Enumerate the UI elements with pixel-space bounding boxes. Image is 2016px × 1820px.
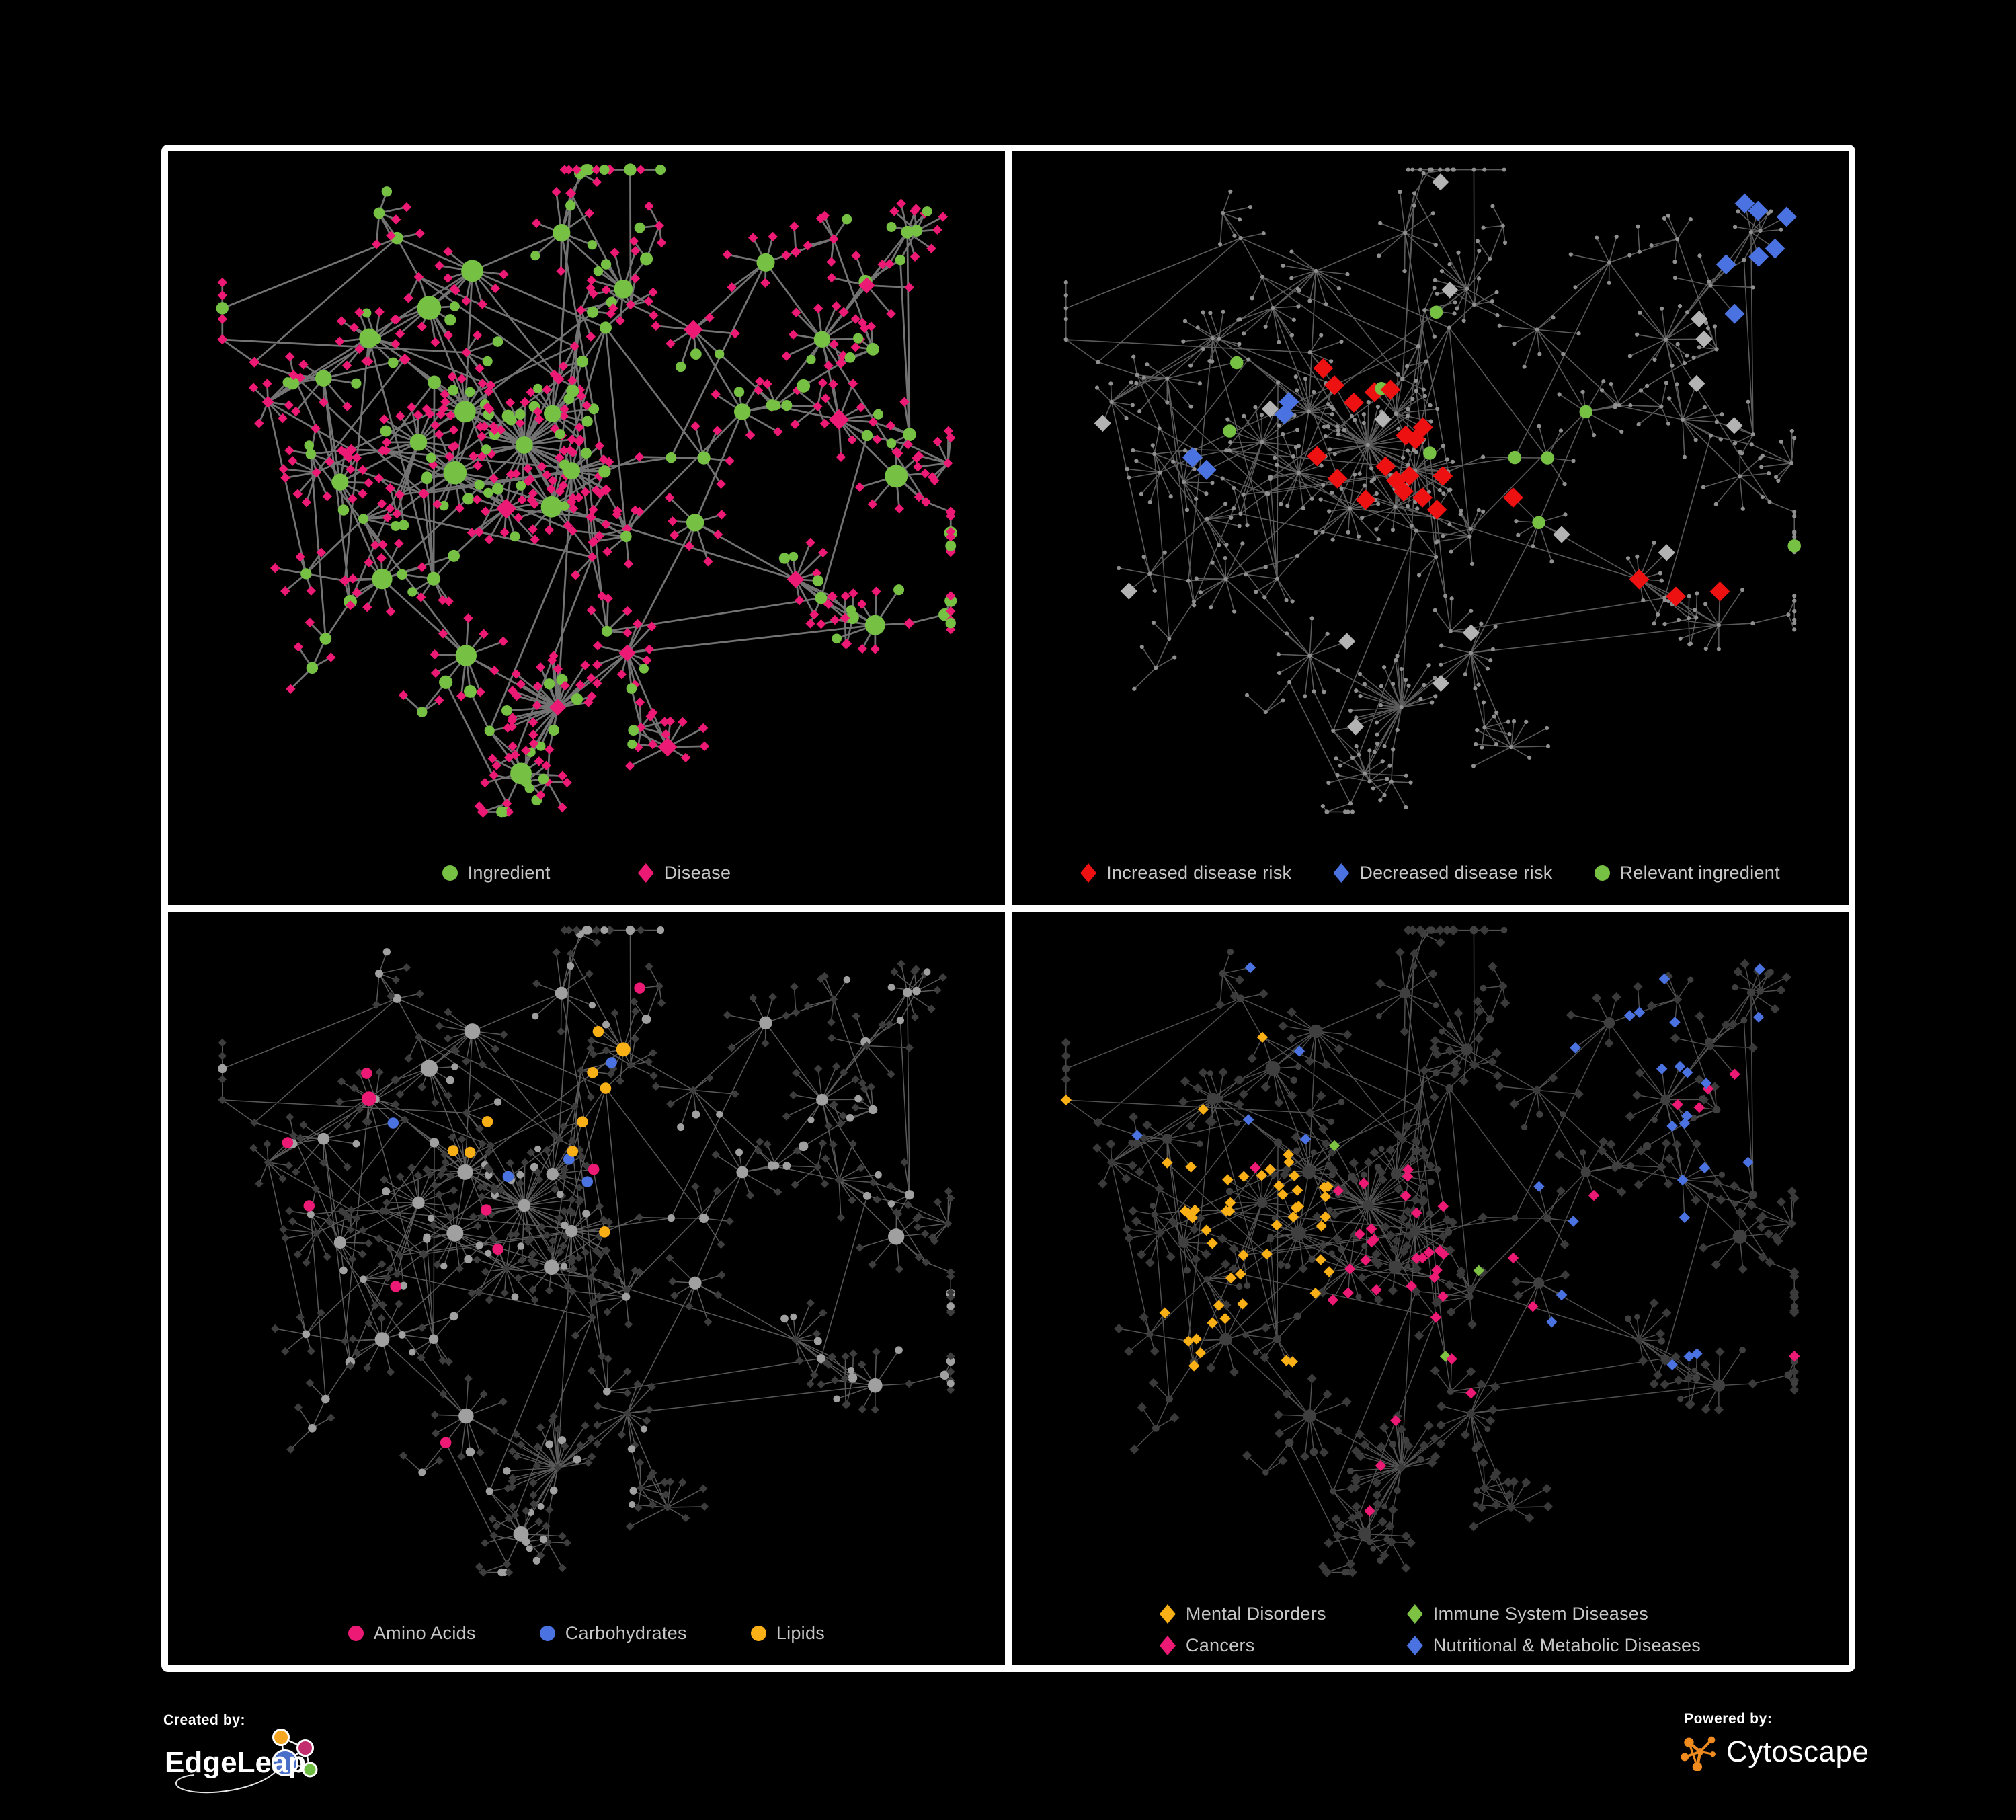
cytoscape-wordmark: Cytoscape [1726, 1735, 1869, 1768]
circle-marker [539, 1626, 555, 1641]
circle-marker [442, 865, 458, 881]
diamond-marker [1159, 1636, 1176, 1655]
circle-marker [348, 1626, 364, 1641]
legend-item-lipids: Lipids [750, 1623, 825, 1644]
legend-label: Relevant ingredient [1619, 863, 1780, 883]
diamond-marker [1080, 863, 1097, 883]
legend-disease-categories: Mental Disorders Immune System Diseases Ca… [1159, 1604, 1701, 1656]
legend-item-carbohydrates: Carbohydrates [539, 1623, 687, 1644]
network-graph-ingredient-disease [216, 163, 957, 818]
legend-ingredient-disease: Ingredient Disease [168, 863, 1005, 883]
legend-label: Mental Disorders [1185, 1604, 1326, 1624]
diamond-marker [1333, 863, 1350, 883]
legend-item-disease: Disease [637, 863, 731, 883]
network-graph-disease-categories [1060, 925, 1800, 1577]
edgeleap-node-green [302, 1762, 318, 1778]
legend-label: Disease [663, 863, 731, 883]
legend-item-immune-system-diseases: Immune System Diseases [1406, 1604, 1701, 1624]
legend-item-nutritional-metabolic-diseases: Nutritional & Metabolic Diseases [1406, 1635, 1701, 1656]
circle-marker [750, 1626, 766, 1641]
panel-nutrient-classes: Amino Acids Carbohydrates Lipids [168, 912, 1005, 1665]
panel-ingredient-disease: Ingredient Disease [168, 151, 1005, 905]
legend-label: Carbohydrates [565, 1623, 687, 1643]
legend-label: Cancers [1185, 1635, 1255, 1655]
cytoscape-logo: Cytoscape [1681, 1733, 1869, 1771]
legend-item-ingredient: Ingredient [442, 863, 551, 883]
powered-by-label: Powered by: [1684, 1711, 1773, 1727]
legend-label: Decreased disease risk [1359, 863, 1553, 883]
legend-item-increased-disease-risk: Increased disease risk [1080, 863, 1291, 883]
legend-disease-risk: Increased disease risk Decreased disease … [1012, 863, 1849, 883]
network-graph-disease-risk [1063, 167, 1801, 814]
legend-label: Amino Acids [373, 1623, 476, 1643]
legend-nutrient-classes: Amino Acids Carbohydrates Lipids [168, 1623, 1005, 1644]
created-by-label: Created by: [163, 1712, 246, 1728]
diamond-marker [1159, 1604, 1176, 1624]
edgeleap-swoosh [175, 1769, 278, 1794]
circle-marker [1594, 865, 1610, 881]
legend-label: Immune System Diseases [1433, 1604, 1649, 1624]
edgeleap-node-orange [272, 1729, 290, 1746]
cytoscape-icon [1681, 1736, 1716, 1771]
legend-label: Ingredient [467, 863, 551, 883]
panel-disease-risk: Increased disease risk Decreased disease … [1012, 151, 1849, 905]
diamond-marker [1406, 1604, 1423, 1624]
legend-item-decreased-disease-risk: Decreased disease risk [1333, 863, 1552, 883]
network-graph-nutrient-classes [218, 925, 956, 1577]
legend-item-relevant-ingredient: Relevant ingredient [1594, 863, 1780, 883]
diamond-marker [637, 863, 654, 883]
legend-label: Lipids [776, 1623, 825, 1643]
panel-disease-categories: Mental Disorders Immune System Diseases Ca… [1012, 912, 1849, 1665]
edgeleap-logo: EdgeLeap [165, 1729, 318, 1794]
edgeleap-node-magenta [296, 1739, 314, 1757]
legend-item-amino-acids: Amino Acids [348, 1623, 476, 1644]
diamond-marker [1406, 1636, 1423, 1655]
legend-item-mental-disorders: Mental Disorders [1159, 1604, 1326, 1624]
legend-label: Nutritional & Metabolic Diseases [1433, 1635, 1701, 1655]
legend-label: Increased disease risk [1106, 863, 1292, 883]
legend-item-cancers: Cancers [1159, 1635, 1326, 1656]
edgeleap-wordmark: EdgeLeap [165, 1746, 306, 1779]
edgeleap-node-blue [272, 1749, 298, 1776]
panel-grid: Ingredient Disease Increased disease risk… [161, 145, 1855, 1672]
